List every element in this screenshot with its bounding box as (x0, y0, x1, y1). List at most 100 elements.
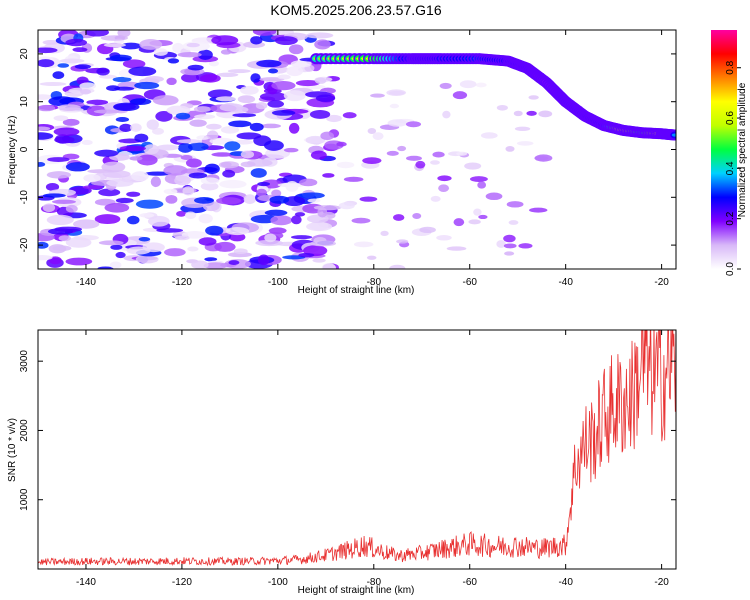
spectrogram-noise-blob (496, 104, 508, 111)
spectrogram-noise-blob (74, 64, 92, 70)
spectrogram-noise-blob (65, 162, 90, 172)
spectrogram-noise-blob (438, 184, 450, 192)
snr-x-label: Height of straight line (km) (298, 585, 415, 596)
spectrogram-noise-blob (405, 121, 422, 128)
spectrogram-noise-blob (468, 219, 481, 225)
spectrogram-noise-blob (204, 257, 218, 262)
spectrogram-noise-blob (274, 36, 298, 46)
spectrogram-noise-blob (54, 226, 83, 232)
spectrogram-noise-blob (351, 217, 371, 224)
spectrogram-noise-blob (131, 171, 149, 182)
spectrogram-noise-blob (42, 193, 66, 198)
y-tick-label: 10 (19, 96, 30, 108)
spectrogram-noise-blob (129, 98, 152, 106)
spectrogram-noise-blob (81, 139, 93, 146)
spectrogram-noise-blob (103, 43, 126, 48)
spectrogram-noise-blob (86, 99, 109, 106)
spectrogram-noise-blob (496, 240, 506, 248)
spectrogram-noise-blob (115, 251, 126, 259)
spectrogram-noise-layer (38, 30, 553, 269)
spectrogram-noise-blob (314, 77, 327, 84)
spectrogram-noise-blob (249, 122, 264, 132)
spectrogram-noise-blob (271, 80, 296, 91)
spectrogram-noise-blob (152, 127, 164, 135)
spectrogram-noise-blob (516, 141, 534, 146)
spectrogram-noise-blob (126, 215, 140, 225)
spectrogram-noise-blob (513, 110, 523, 117)
spectrogram-noise-blob (291, 215, 302, 225)
spectrogram-y-axis: -20 -10 0 10 20 (19, 48, 676, 252)
spectrogram-noise-blob (338, 202, 355, 210)
spectrogram-noise-blob (104, 202, 130, 213)
spectrogram-noise-blob (393, 214, 405, 221)
colorbar-tick-label: 0.2 (725, 211, 736, 225)
spectrogram-noise-blob (219, 179, 247, 189)
snr-y-label: SNR (10 * v/v) (7, 418, 18, 482)
spectrogram-noise-blob (128, 66, 157, 77)
spectrogram-noise-blob (106, 85, 121, 91)
spectrogram-noise-blob (228, 260, 240, 265)
spectrogram-noise-blob (191, 260, 209, 269)
spectrogram-noise-blob (126, 191, 141, 197)
spectrogram-noise-blob (306, 222, 333, 232)
spectrogram-noise-blob (110, 244, 123, 250)
spectrogram-noise-blob (283, 147, 299, 153)
spectrogram-noise-blob (211, 152, 234, 157)
spectrogram-noise-blob (53, 127, 80, 137)
spectrogram-noise-blob (51, 199, 76, 204)
spectrogram-noise-blob (430, 160, 440, 165)
spectrogram-noise-blob (269, 195, 290, 204)
spectrogram-noise-blob (267, 100, 284, 108)
spectrogram-noise-blob (389, 264, 406, 269)
spectrogram-noise-blob (263, 140, 284, 151)
spectrogram-noise-blob (98, 240, 124, 246)
spectrogram-noise-blob (240, 161, 256, 168)
x-tick-label: -140 (76, 577, 96, 588)
spectrogram-noise-blob (216, 197, 242, 205)
spectrogram-noise-blob (188, 172, 208, 179)
spectrogram-noise-blob (419, 226, 436, 234)
spectrogram-noise-blob (372, 132, 384, 140)
spectrogram-noise-blob (178, 143, 193, 153)
spectrogram-noise-blob (182, 186, 195, 196)
spectrogram-noise-blob (94, 149, 119, 157)
spectrogram-noise-blob (299, 178, 318, 187)
spectrogram-noise-blob (196, 135, 210, 140)
spectrogram-noise-blob (307, 198, 321, 203)
spectrogram-noise-blob (261, 179, 282, 189)
spectrogram-noise-blob (136, 154, 158, 166)
spectrogram-noise-blob (259, 77, 285, 82)
spectrogram-noise-blob (163, 188, 178, 195)
spectrogram-noise-blob (218, 161, 239, 169)
spectrogram-noise-blob (430, 195, 441, 202)
spectrogram-noise-blob (256, 59, 282, 68)
spectrogram-noise-blob (309, 240, 337, 247)
spectrogram-noise-blob (446, 246, 467, 251)
x-tick-label: -100 (268, 277, 288, 288)
spectrogram-noise-blob (181, 73, 200, 83)
spectrogram-noise-blob (240, 150, 255, 159)
spectrogram-noise-blob (232, 113, 257, 118)
spectrogram-noise-blob (267, 68, 279, 74)
spectrogram-noise-blob (506, 201, 524, 208)
spectrogram-noise-blob (437, 175, 452, 182)
spectrogram-noise-blob (453, 218, 465, 227)
spectrogram-noise-blob (187, 142, 209, 152)
spectrogram-noise-blob (480, 132, 498, 139)
spectrogram-noise-blob (80, 88, 92, 95)
spectrogram-noise-blob (38, 59, 55, 68)
spectrogram-noise-blob (139, 213, 155, 218)
spectrogram-noise-blob (305, 135, 326, 145)
colorbar-tick-label: 0.8 (725, 60, 736, 74)
spectrogram-noise-blob (220, 49, 232, 55)
spectrogram-noise-blob (189, 119, 207, 127)
spectrogram-noise-blob (322, 173, 335, 178)
spectrogram-noise-blob (271, 110, 296, 116)
spectrogram-noise-blob (138, 236, 151, 242)
spectrogram-noise-blob (187, 64, 204, 71)
spectrogram-noise-blob (295, 80, 320, 87)
spectrogram-noise-blob (130, 123, 142, 132)
spectrogram-noise-blob (370, 93, 385, 98)
spectrogram-noise-blob (200, 182, 219, 191)
spectrogram-noise-blob (119, 145, 146, 152)
